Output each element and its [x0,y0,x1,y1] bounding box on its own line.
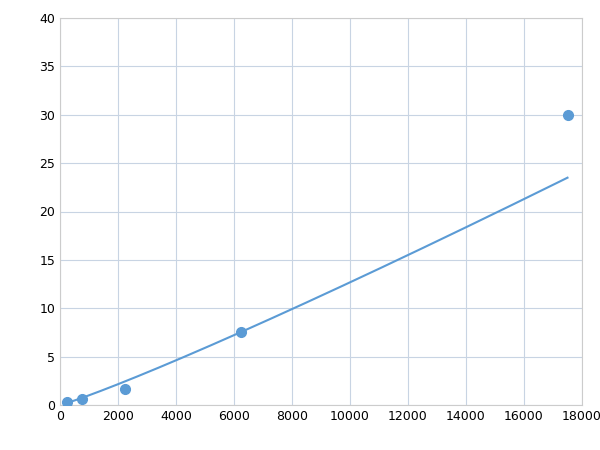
Point [77,396,86,403]
Point [121,385,130,392]
Point [236,329,246,336]
Point [62,399,72,406]
Point [563,111,572,118]
